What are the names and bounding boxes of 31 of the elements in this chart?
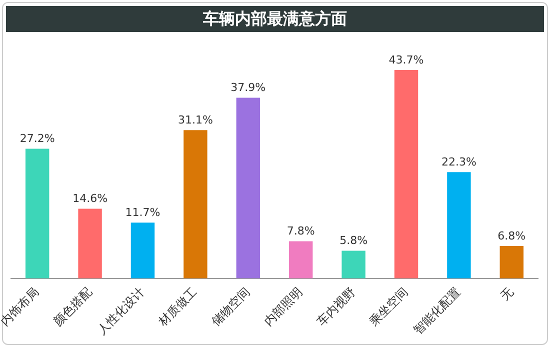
data-label: 11.7%: [125, 206, 160, 219]
bar: [25, 148, 50, 278]
x-tick-label: 内饰布局: [0, 284, 42, 329]
data-label: 22.3%: [441, 155, 476, 168]
bar: [184, 130, 208, 278]
x-tick-label: 无: [498, 284, 516, 304]
data-label: 43.7%: [388, 53, 424, 66]
x-tick-label: 智能化配置: [410, 284, 464, 338]
x-tick-label: 人性化设计: [94, 284, 148, 338]
x-tick-label: 颜色搭配: [50, 284, 94, 329]
bar: [447, 172, 471, 278]
chart-title: 车辆内部最满意方面: [6, 6, 544, 32]
bar: [500, 246, 524, 278]
data-label: 5.8%: [340, 234, 368, 248]
x-tick-label: 内部照明: [261, 284, 306, 329]
x-tick-label: 储物空间: [208, 284, 252, 329]
bar: [130, 222, 155, 278]
x-tick-label: 材质做工: [155, 284, 200, 330]
bar: [78, 208, 102, 278]
data-label: 31.1%: [178, 113, 213, 126]
data-label: 37.9%: [230, 81, 266, 94]
bar: [236, 98, 260, 278]
x-tick-label: 车内视野: [314, 284, 358, 329]
data-label: 6.8%: [498, 229, 526, 242]
data-label: 14.6%: [72, 192, 108, 206]
data-label: 7.8%: [286, 224, 315, 238]
bar: [342, 250, 366, 278]
bar: [394, 70, 418, 278]
bar: [288, 241, 313, 278]
x-tick-label: 乘坐空间: [366, 284, 411, 329]
data-label: 27.2%: [20, 132, 55, 146]
